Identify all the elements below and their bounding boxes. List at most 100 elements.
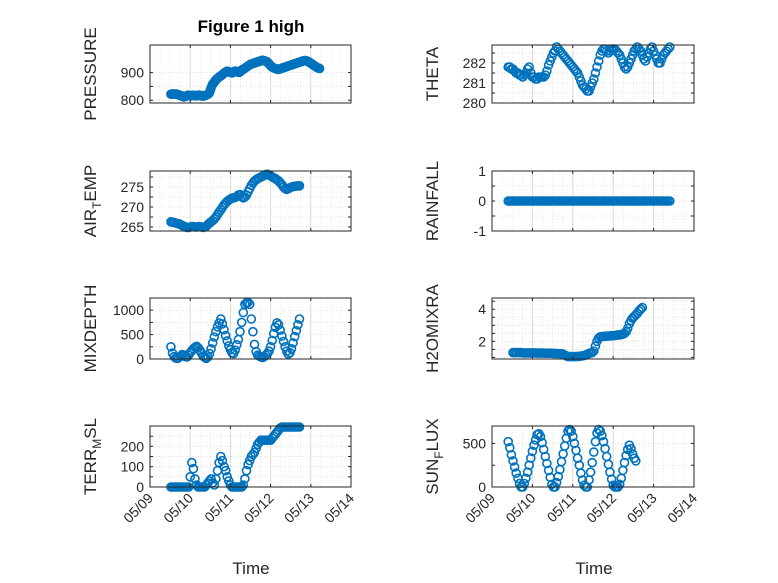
data-point <box>567 431 578 442</box>
axes-box <box>491 425 695 488</box>
panel-pressure: 800 900 PRESSURE <box>81 27 352 121</box>
y-axis-label: AIRTEMP <box>81 165 104 238</box>
x-axis-label-left: Time <box>232 559 269 578</box>
x-tick-label: 05/09 <box>462 490 498 526</box>
data-point <box>238 480 249 490</box>
panel-air_temp: 265 270 275 AIRTEMP <box>81 165 352 238</box>
axes-box <box>149 44 352 104</box>
data-point <box>563 426 573 437</box>
y-tick-label: 800 <box>121 92 145 108</box>
y-axis-label: TERRMSL <box>81 418 104 495</box>
data-point <box>294 181 305 191</box>
data-point <box>190 474 200 484</box>
data-point <box>294 314 305 324</box>
data-point <box>664 196 675 206</box>
data-point <box>614 479 625 490</box>
data-point <box>588 74 599 84</box>
data-point <box>288 338 298 348</box>
y-tick-label: 1 <box>478 163 486 179</box>
data-point <box>222 336 232 346</box>
x-tick-label: 05/10 <box>160 490 196 526</box>
data-point <box>220 465 231 476</box>
data-point <box>294 422 305 432</box>
y-axis-label: RAINFALL <box>423 161 442 241</box>
data-point <box>664 42 675 52</box>
axes-box <box>491 44 695 104</box>
data-point <box>537 437 547 448</box>
data-point <box>592 62 602 72</box>
data-point <box>535 431 546 442</box>
x-tick-label: 05/14 <box>321 490 357 526</box>
data-point <box>277 331 287 341</box>
data-point <box>248 326 258 337</box>
data-point <box>511 468 522 478</box>
data-point <box>286 343 297 354</box>
data-point <box>244 299 255 310</box>
data-point <box>621 450 631 461</box>
data-point <box>230 345 240 356</box>
y-tick-label: 0 <box>136 479 144 495</box>
data-point <box>506 449 517 460</box>
data-point <box>585 467 596 478</box>
data-point <box>267 335 278 346</box>
data-point <box>220 330 231 341</box>
panel-theta: 280 281 282 THETA <box>423 42 695 111</box>
data-point <box>590 341 601 352</box>
data-point <box>597 430 607 441</box>
data-point <box>219 324 229 335</box>
data-point <box>275 325 286 336</box>
y-axis-label: THETA <box>423 46 442 101</box>
data-point <box>588 447 599 457</box>
data-point <box>524 62 535 72</box>
y-axis-label: SUNFLUX <box>423 418 446 494</box>
data-point <box>525 453 536 464</box>
data-point <box>314 63 325 74</box>
y-tick-label: 4 <box>478 301 486 317</box>
y-tick-label: 900 <box>121 65 145 81</box>
data-point <box>622 323 633 334</box>
data-point <box>264 346 274 357</box>
y-tick-label: 0 <box>478 193 486 209</box>
panel-mixdepth: 0 500 1000 MIXDEPTH <box>81 285 352 373</box>
data-point <box>293 319 303 330</box>
y-tick-label: 1000 <box>113 302 144 318</box>
y-tick-label: 270 <box>121 199 145 215</box>
y-tick-label: 2 <box>478 333 486 349</box>
data-point <box>241 465 252 476</box>
data-point <box>637 302 648 313</box>
data-point <box>626 443 636 454</box>
data-point <box>590 68 601 78</box>
panel-terr_msl: 0 100 200 05/09 05/10 05/11 05/12 05/13 05/14 TER… <box>81 418 357 526</box>
axes-box <box>149 170 352 232</box>
x-tick-label: 05/13 <box>624 490 660 526</box>
data-point <box>291 325 302 336</box>
data-point <box>246 314 257 324</box>
x-tick-label: 05/11 <box>201 490 237 526</box>
data-point <box>576 468 586 478</box>
panel-sun_flux: 0 500 05/09 05/10 05/11 05/12 05/13 05/14 SUNFLU… <box>423 418 700 526</box>
panel-h2omixra: 2 4 H2OMIXRA <box>423 283 695 373</box>
data-point <box>166 341 176 352</box>
data-point <box>188 463 199 474</box>
data-point <box>273 319 284 330</box>
data-point <box>588 346 599 356</box>
data-point <box>217 455 228 466</box>
x-tick-label: 05/12 <box>241 490 277 526</box>
panel-rainfall: -1 0 1 RAINFALL <box>423 161 695 241</box>
data-point <box>527 446 538 457</box>
data-point <box>529 440 539 451</box>
y-axis-label: MIXDEPTH <box>81 285 100 373</box>
x-tick-label: 05/11 <box>544 490 580 526</box>
y-axis-label: PRESSURE <box>81 27 100 121</box>
y-tick-label: 281 <box>463 75 487 91</box>
data-point <box>278 336 289 347</box>
data-point <box>185 471 195 482</box>
data-point <box>635 304 646 315</box>
data-point <box>217 319 228 329</box>
y-tick-label: 500 <box>463 435 487 451</box>
data-point <box>204 348 215 359</box>
data-point <box>593 56 604 66</box>
x-axis-label-right: Time <box>575 559 612 578</box>
axes-box <box>491 297 695 360</box>
